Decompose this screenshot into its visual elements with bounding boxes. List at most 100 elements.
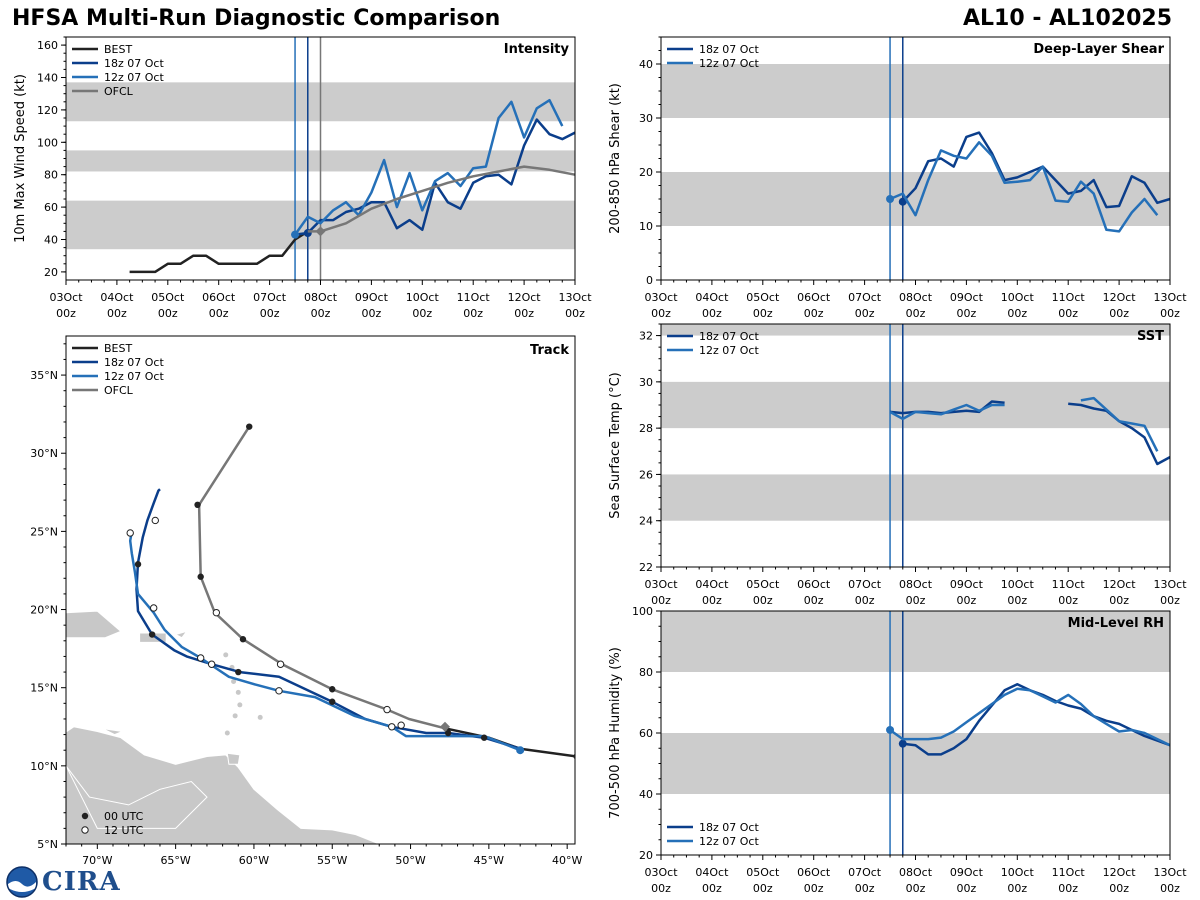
x-tick-label: 11Oct bbox=[1052, 578, 1086, 591]
legend-label: 18z 07 Oct bbox=[104, 356, 164, 369]
x-tick-label: 00z bbox=[260, 307, 280, 320]
y-tick-label: 28 bbox=[639, 422, 653, 435]
legend-label: 12z 07 Oct bbox=[699, 57, 759, 70]
x-tick-label: 09Oct bbox=[355, 291, 389, 304]
noaa-globe-icon bbox=[6, 866, 38, 898]
x-tick-label: 00z bbox=[412, 307, 432, 320]
x-tick-label: 00z bbox=[56, 307, 76, 320]
y-tick-label: 100 bbox=[37, 136, 58, 149]
panel-title: SST bbox=[1137, 329, 1164, 344]
y-tick-label: 120 bbox=[37, 104, 58, 117]
y-tick-label: 22 bbox=[639, 561, 653, 574]
lesser-antilles-island bbox=[223, 652, 229, 658]
x-tick-label: 00z bbox=[702, 307, 722, 320]
track-init-marker bbox=[516, 746, 525, 755]
x-tick-label: 04Oct bbox=[695, 866, 729, 879]
x-tick-label: 00z bbox=[1058, 307, 1078, 320]
track-point-12utc bbox=[196, 654, 205, 662]
x-tick-label: 00z bbox=[651, 882, 671, 895]
track-point-12utc bbox=[275, 687, 283, 695]
lesser-antilles-island bbox=[232, 713, 238, 719]
panel-title: Track bbox=[530, 343, 569, 358]
x-tick-label: 00z bbox=[702, 882, 722, 895]
legend-label: BEST bbox=[104, 43, 132, 56]
lesser-antilles-island bbox=[235, 689, 241, 695]
y-tick-label: 30 bbox=[639, 112, 653, 125]
x-tick-label: 00z bbox=[906, 882, 926, 895]
x-tick-label: 07Oct bbox=[253, 291, 287, 304]
x-tick-label: 13Oct bbox=[1153, 866, 1187, 879]
legend-label: 12z 07 Oct bbox=[104, 71, 164, 84]
x-tick-label: 07Oct bbox=[848, 866, 882, 879]
y-tick-label: 80 bbox=[44, 169, 58, 182]
y-tick-label: 35°N bbox=[30, 369, 58, 382]
x-tick-label: 11Oct bbox=[1052, 291, 1086, 304]
data-point-marker bbox=[898, 197, 907, 206]
legend-label: 18z 07 Oct bbox=[699, 330, 759, 343]
track-point-12utc bbox=[126, 529, 134, 537]
legend-label: 18z 07 Oct bbox=[699, 821, 759, 834]
panel-intensity: 20 40 60 80 100 120 140 160 03Oct 00z 04Oct 00z 05Oc… bbox=[13, 36, 592, 320]
x-tick-label: 00z bbox=[957, 882, 977, 895]
x-tick-label: 09Oct bbox=[950, 866, 984, 879]
y-axis-label: 10m Max Wind Speed (kt) bbox=[13, 74, 28, 243]
x-tick-label: 03Oct bbox=[644, 578, 678, 591]
x-tick-label: 70°W bbox=[82, 854, 112, 867]
track-point-12utc bbox=[276, 660, 285, 668]
y-tick-label: 10°N bbox=[30, 760, 58, 773]
track-line-12z-07-oct bbox=[128, 530, 521, 752]
y-tick-label: 40 bbox=[44, 234, 58, 247]
legend-label: OFCL bbox=[104, 85, 134, 98]
x-tick-label: 00z bbox=[906, 307, 926, 320]
track-point-12utc bbox=[151, 516, 159, 525]
x-tick-label: 50°W bbox=[395, 854, 425, 867]
legend-label: 12z 07 Oct bbox=[104, 370, 164, 383]
x-tick-label: 00z bbox=[1007, 882, 1027, 895]
x-tick-label: 65°W bbox=[160, 854, 190, 867]
hispaniola-island bbox=[66, 610, 122, 639]
panel-rh: 20 40 60 80 100 03Oct 00z 04Oct 00z 05Oct 00z 06Oct… bbox=[608, 605, 1187, 895]
x-tick-label: 00z bbox=[957, 307, 977, 320]
x-tick-label: 13Oct bbox=[1153, 578, 1187, 591]
x-tick-label: 04Oct bbox=[695, 578, 729, 591]
x-tick-label: 00z bbox=[362, 307, 382, 320]
y-tick-label: 5°N bbox=[37, 838, 58, 851]
x-tick-label: 06Oct bbox=[202, 291, 236, 304]
track-point-12utc bbox=[212, 608, 221, 617]
x-tick-label: 03Oct bbox=[49, 291, 83, 304]
track-point-00utc bbox=[573, 753, 575, 760]
track-point-12utc bbox=[383, 705, 391, 714]
series-line-12z-07-oct bbox=[294, 98, 564, 236]
track-point-12utc bbox=[388, 723, 396, 731]
track-point-00utc bbox=[194, 501, 201, 509]
data-point-marker bbox=[291, 230, 300, 239]
lesser-antilles-island bbox=[224, 730, 230, 736]
x-tick-label: 00z bbox=[804, 594, 824, 607]
track-point-12utc bbox=[207, 660, 216, 668]
x-tick-label: 05Oct bbox=[151, 291, 185, 304]
x-tick-label: 00z bbox=[463, 307, 483, 320]
y-axis-label: Sea Surface Temp (°C) bbox=[608, 372, 623, 519]
panel-shear: 0 10 20 30 40 03Oct 00z 04Oct 00z 05Oct 00z 06Oct 00… bbox=[608, 36, 1187, 320]
x-tick-label: 06Oct bbox=[797, 578, 831, 591]
x-tick-label: 00z bbox=[804, 882, 824, 895]
shaded-band bbox=[661, 381, 1170, 429]
cira-logo: CIRA bbox=[6, 866, 121, 898]
x-tick-label: 00z bbox=[1058, 594, 1078, 607]
x-tick-label: 08Oct bbox=[899, 866, 933, 879]
x-tick-label: 05Oct bbox=[746, 291, 780, 304]
x-tick-label: 00z bbox=[158, 307, 178, 320]
x-tick-label: 00z bbox=[906, 594, 926, 607]
track-point-00utc bbox=[235, 668, 242, 676]
land-layer bbox=[66, 610, 380, 844]
x-tick-label: 00z bbox=[702, 594, 722, 607]
x-tick-label: 12Oct bbox=[1103, 578, 1137, 591]
x-tick-label: 55°W bbox=[317, 854, 347, 867]
y-tick-label: 20 bbox=[639, 166, 653, 179]
virgin-islands bbox=[174, 630, 188, 639]
x-tick-label: 09Oct bbox=[950, 578, 984, 591]
x-tick-label: 08Oct bbox=[304, 291, 338, 304]
x-tick-label: 40°W bbox=[552, 854, 582, 867]
series-line-ofcl bbox=[307, 165, 576, 233]
